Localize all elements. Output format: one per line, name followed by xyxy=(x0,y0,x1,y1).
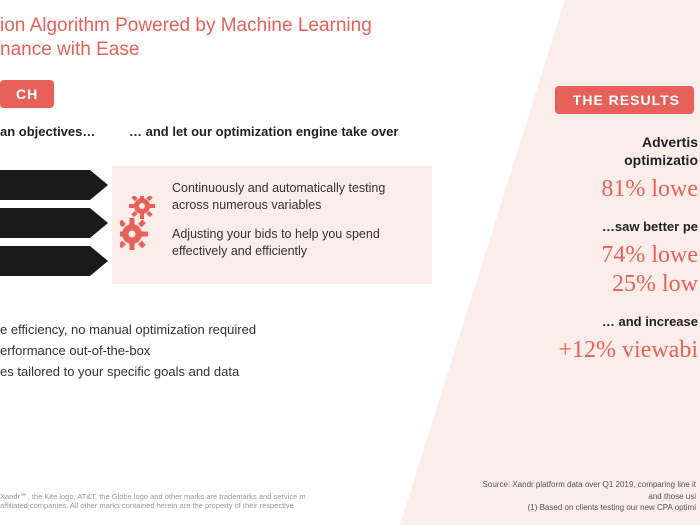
footer-right-2: and those usi xyxy=(483,491,696,502)
results-stat-2: 74% lowe xyxy=(500,242,698,269)
approach-pill: CH xyxy=(0,80,54,108)
results-stat-3: 25% low xyxy=(500,271,698,298)
gears-icon xyxy=(120,196,166,257)
results-sub-3: … and increase xyxy=(500,314,698,329)
arrow-3 xyxy=(0,246,108,276)
engine-text-2: Adjusting your bids to help you spend ef… xyxy=(172,226,418,260)
arrow-stack xyxy=(0,170,108,284)
bullet-1: e efficiency, no manual optimization req… xyxy=(0,320,256,341)
bullet-2: erformance out-of-the-box xyxy=(0,341,256,362)
results-heading-a: Advertis xyxy=(500,134,698,150)
results-heading-b: optimizatio xyxy=(500,152,698,168)
results-panel: THE RESULTS Advertis optimizatio 81% low… xyxy=(500,0,700,525)
arrow-1 xyxy=(0,170,108,200)
engine-text-1: Continuously and automatically testing a… xyxy=(172,180,418,214)
results-pill: THE RESULTS xyxy=(555,86,694,114)
engine-box: Continuously and automatically testing a… xyxy=(112,166,432,284)
bullet-3: es tailored to your specific goals and d… xyxy=(0,362,256,383)
results-sub-2: …saw better pe xyxy=(500,219,698,234)
subheading-left: an objectives… xyxy=(0,124,95,139)
footer-right-1: Source: Xandr platform data over Q1 2019… xyxy=(483,479,696,490)
arrow-2 xyxy=(0,208,108,238)
results-stat-1: 81% lowe xyxy=(500,176,698,203)
subheading-right: … and let our optimization engine take o… xyxy=(129,124,398,139)
footer-left-1: Xandr℠, the Kite logo, AT&T, the Globe l… xyxy=(0,492,306,502)
footer-left-2: affiliated companies. All other marks co… xyxy=(0,501,306,511)
results-stat-4: +12% viewabi xyxy=(500,337,698,364)
footer-right-3: (1) Based on clients testing our new CPA… xyxy=(483,502,696,513)
